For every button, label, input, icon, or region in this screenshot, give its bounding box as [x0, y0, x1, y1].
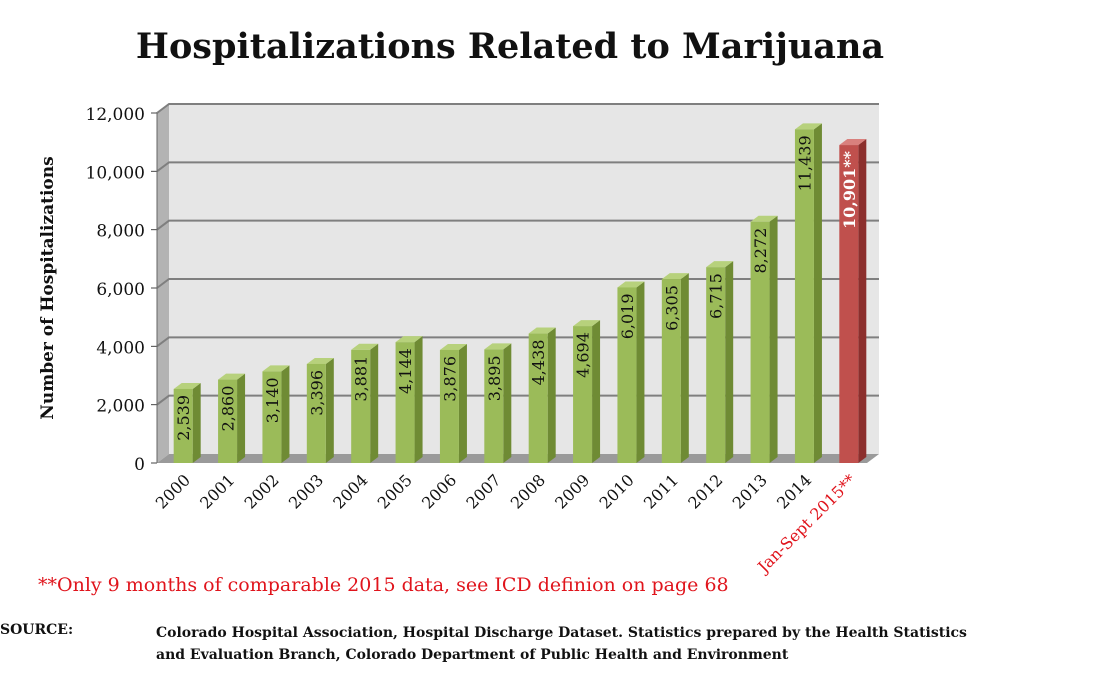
data-label: 6,715 — [707, 273, 726, 319]
bar-top — [794, 123, 822, 130]
gridline — [156, 278, 879, 289]
bar — [573, 326, 593, 463]
bar-top — [528, 327, 556, 334]
y-tick-label: 6,000 — [96, 280, 145, 300]
bar — [484, 349, 504, 463]
source-line-1: Colorado Hospital Association, Hospital … — [156, 625, 967, 641]
bar-top — [661, 273, 689, 280]
x-tick-label: 2000 — [152, 470, 194, 512]
x-tick-label: 2007 — [462, 470, 504, 512]
y-axis-label: Number of Hospitalizations — [38, 156, 58, 419]
bar-top — [351, 343, 379, 350]
y-tick-label: 8,000 — [96, 222, 145, 242]
x-tick-label: 2002 — [241, 470, 283, 512]
bar — [528, 333, 548, 463]
plot-floor — [157, 454, 879, 463]
bar-top — [218, 373, 246, 380]
data-label: 4,438 — [529, 340, 548, 386]
bar — [306, 363, 326, 463]
bar — [794, 129, 814, 464]
bar — [262, 371, 282, 463]
gridline — [156, 219, 879, 231]
gridline — [156, 103, 879, 114]
data-label: 10,901** — [840, 150, 859, 229]
source-text: Colorado Hospital Association, Hospital … — [156, 622, 1056, 666]
bar-side — [592, 320, 601, 463]
data-label: 3,140 — [263, 377, 282, 423]
bar-side — [503, 343, 512, 463]
bar-side — [370, 343, 379, 463]
bar-top — [484, 343, 512, 350]
x-tick-label: 2008 — [507, 470, 549, 512]
bar — [173, 388, 193, 463]
y-tick-label: 4,000 — [96, 338, 145, 358]
bar-top — [839, 139, 867, 146]
x-tick-label: 2004 — [329, 470, 371, 512]
x-tick-label: 2006 — [418, 470, 460, 512]
bar-top — [750, 215, 778, 222]
bar-side — [414, 336, 423, 463]
y-tick-label: 0 — [134, 455, 145, 475]
data-label: 8,272 — [751, 228, 770, 274]
bar-top — [262, 365, 290, 372]
y-tick-label: 10,000 — [86, 163, 145, 183]
bar-side — [325, 357, 334, 463]
bar-highlight — [839, 145, 859, 463]
chart-title: Hospitalizations Related to Marijuana — [136, 26, 884, 67]
x-tick-label: 2001 — [196, 470, 238, 512]
bar — [706, 267, 726, 463]
data-label: 6,305 — [662, 285, 681, 331]
bar — [661, 279, 681, 463]
bar — [617, 287, 637, 463]
y-tick-label: 2,000 — [96, 397, 145, 417]
bar-side — [725, 261, 734, 463]
bar-side — [458, 343, 467, 463]
x-tick-label: 2009 — [551, 470, 593, 512]
bar-side — [192, 382, 201, 463]
x-tick-label: 2005 — [374, 470, 416, 512]
data-label: 2,539 — [174, 395, 193, 441]
bar-top — [395, 336, 423, 343]
chart: Hospitalizations Related to Marijuana Nu… — [38, 26, 884, 578]
data-label: 4,144 — [396, 348, 415, 394]
data-label: 2,860 — [219, 386, 238, 432]
bar-side — [636, 281, 645, 463]
data-label: 4,694 — [574, 332, 593, 378]
bar — [395, 342, 415, 463]
bar-side — [281, 365, 290, 463]
bar-top — [306, 357, 334, 364]
bar-top — [573, 320, 601, 327]
data-label: 3,895 — [485, 355, 504, 401]
data-label: 11,439 — [795, 135, 814, 191]
data-label: 3,876 — [440, 356, 459, 402]
bar-top — [173, 382, 201, 389]
bar-top — [617, 281, 645, 288]
footnote: **Only 9 months of comparable 2015 data,… — [38, 574, 729, 596]
source-label: SOURCE: — [0, 622, 74, 638]
bar-top — [706, 261, 734, 268]
source-line-2: and Evaluation Branch, Colorado Departme… — [156, 647, 789, 663]
bar-side — [237, 373, 246, 463]
gridline — [156, 161, 879, 173]
y-tick-label: 12,000 — [86, 105, 145, 125]
bar — [750, 221, 770, 463]
bar-side — [547, 327, 556, 463]
data-label: 6,019 — [618, 293, 637, 339]
bar — [439, 349, 459, 463]
data-label: 3,881 — [352, 356, 371, 402]
bar-side — [680, 273, 689, 463]
x-tick-label: 2011 — [640, 470, 682, 512]
x-tick-label: 2010 — [596, 470, 638, 512]
bar — [351, 349, 371, 463]
bar — [218, 379, 238, 463]
bar-side — [813, 123, 822, 464]
x-tick-label: 2013 — [729, 470, 771, 512]
x-tick-label: 2003 — [285, 470, 327, 512]
data-label: 3,396 — [307, 370, 326, 416]
bar-side — [858, 139, 867, 463]
bar-side — [769, 215, 778, 463]
x-tick-label: 2012 — [684, 470, 726, 512]
bar-top — [439, 343, 467, 350]
